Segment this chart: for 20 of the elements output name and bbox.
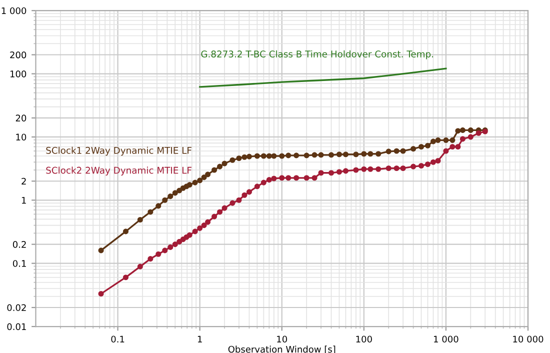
series-label: G.8273.2 T-BC Class B Time Holdover Const. Temp. <box>201 50 434 60</box>
y-tick-label: 200 <box>10 51 26 58</box>
text: SClock1 2Way Dynamic MTIE LF <box>46 146 192 156</box>
text: SClock2 2Way Dynamic MTIE LF <box>46 166 192 176</box>
x-tick-label: 10 000 <box>513 336 544 343</box>
x-tick-label: 100 <box>356 336 372 343</box>
y-tick-label: 100 <box>10 70 26 78</box>
y-tick-label: 20 <box>16 114 26 122</box>
y-tick-label: 1 000 <box>2 7 26 14</box>
y-tick-label: 0.01 <box>7 323 26 330</box>
x-tick-label: 10 <box>277 336 288 343</box>
y-tick-label: 0.1 <box>12 260 26 267</box>
y-tick-label: 1 <box>22 197 26 204</box>
y-tick-label: 10 <box>16 134 26 141</box>
x-tick-label: 1 <box>198 336 202 342</box>
x-tick-label: 1 000 <box>434 336 458 343</box>
y-tick-label: 0.02 <box>7 304 26 312</box>
y-tick-label: 2 <box>22 178 26 185</box>
y-tick-label: 0.2 <box>12 241 26 248</box>
x-tick-label: 0.1 <box>111 336 124 343</box>
